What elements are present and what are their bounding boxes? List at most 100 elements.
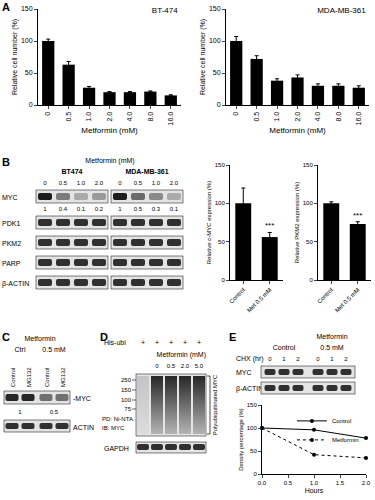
svg-text:0.5: 0.5 [284, 480, 293, 486]
svg-text:0.5 mM: 0.5 mM [320, 344, 344, 351]
svg-text:ACTIN: ACTIN [73, 424, 94, 431]
svg-text:0: 0 [221, 277, 225, 283]
svg-text:100: 100 [121, 397, 132, 403]
svg-text:Control: Control [228, 287, 246, 305]
svg-text:His-ubi: His-ubi [104, 339, 126, 346]
svg-text:2: 2 [296, 356, 300, 362]
svg-text:PD: Ni-NTA: PD: Ni-NTA [102, 416, 133, 422]
svg-text:Control: Control [332, 418, 351, 424]
svg-text:+: + [183, 339, 187, 346]
svg-text:2.0: 2.0 [181, 363, 190, 369]
svg-text:0.1: 0.1 [170, 206, 179, 212]
svg-text:Metformin (mM): Metformin (mM) [85, 157, 134, 165]
svg-text:0.5: 0.5 [50, 409, 59, 415]
svg-text:16.0: 16.0 [167, 112, 174, 126]
svg-text:0: 0 [217, 101, 221, 108]
svg-text:100: 100 [21, 37, 33, 44]
svg-text:Ctrl: Ctrl [15, 346, 26, 353]
svg-text:***: *** [265, 221, 274, 230]
svg-text:1.5: 1.5 [336, 480, 345, 486]
svg-text:0.5: 0.5 [253, 112, 260, 122]
svg-text:150: 150 [303, 162, 314, 168]
svg-text:Metformin: Metformin [24, 335, 55, 342]
svg-text:Met 0.5 mM: Met 0.5 mM [334, 287, 361, 314]
svg-text:BT-474: BT-474 [152, 6, 178, 15]
svg-text:50: 50 [250, 448, 257, 454]
svg-text:PARP: PARP [2, 260, 21, 267]
svg-text:2.0: 2.0 [294, 112, 301, 122]
svg-text:8.0: 8.0 [335, 112, 342, 122]
svg-text:100: 100 [215, 200, 226, 206]
svg-text:-MYC: -MYC [73, 395, 91, 402]
svg-text:1.0: 1.0 [273, 112, 280, 122]
svg-text:Control: Control [316, 287, 334, 305]
svg-text:Density percentage (%): Density percentage (%) [238, 408, 244, 471]
svg-text:Control: Control [273, 344, 296, 351]
svg-text:BT474: BT474 [61, 168, 82, 175]
svg-text:Relative PKM2 expression (%): Relative PKM2 expression (%) [294, 182, 300, 263]
svg-text:Metformin (mM): Metformin (mM) [157, 351, 206, 359]
svg-text:0.5: 0.5 [65, 112, 72, 122]
svg-text:1: 1 [282, 356, 286, 362]
svg-text:0: 0 [316, 356, 320, 362]
svg-text:150: 150 [209, 5, 221, 12]
svg-text:0.5: 0.5 [134, 180, 143, 186]
svg-text:1.0: 1.0 [77, 180, 86, 186]
svg-text:8.0: 8.0 [147, 112, 154, 122]
svg-text:MDA-MB-361: MDA-MB-361 [317, 6, 366, 15]
svg-text:0.5: 0.5 [134, 206, 143, 212]
svg-text:A: A [2, 1, 10, 13]
svg-text:E: E [229, 331, 236, 343]
svg-text:0: 0 [268, 356, 272, 362]
svg-text:1.0: 1.0 [152, 180, 161, 186]
svg-text:1: 1 [118, 206, 122, 212]
svg-text:0.5: 0.5 [59, 180, 68, 186]
svg-text:16.0: 16.0 [355, 112, 362, 126]
svg-text:150: 150 [121, 387, 132, 393]
svg-text:***: *** [353, 211, 362, 220]
svg-text:75: 75 [124, 406, 131, 412]
svg-text:100: 100 [303, 200, 314, 206]
svg-text:PDK1: PDK1 [2, 220, 20, 227]
svg-text:IB: MYC: IB: MYC [102, 425, 125, 431]
svg-text:CHX (hr): CHX (hr) [236, 355, 264, 363]
svg-text:0: 0 [118, 180, 122, 186]
svg-text:2: 2 [344, 356, 348, 362]
svg-text:Met 0.5 mM: Met 0.5 mM [246, 287, 273, 314]
svg-text:0.2: 0.2 [95, 206, 104, 212]
svg-text:PKM2: PKM2 [2, 240, 21, 247]
svg-text:50: 50 [306, 239, 313, 245]
svg-text:50: 50 [25, 69, 33, 76]
svg-text:50: 50 [218, 239, 225, 245]
svg-text:β-ACTIN: β-ACTIN [236, 385, 263, 393]
svg-text:+: + [155, 339, 159, 346]
svg-text:100: 100 [209, 37, 221, 44]
svg-text:150: 150 [21, 5, 33, 12]
svg-text:MG132: MG132 [26, 367, 32, 387]
svg-text:Control: Control [10, 368, 16, 387]
svg-text:B: B [2, 156, 10, 168]
svg-text:0.1: 0.1 [77, 206, 86, 212]
svg-text:Relative cell number (%): Relative cell number (%) [11, 19, 19, 95]
svg-text:Polyubiquitinated MYC: Polyubiquitinated MYC [212, 374, 218, 435]
svg-text:2.0: 2.0 [106, 112, 113, 122]
svg-text:Metformin: Metformin [332, 437, 359, 443]
svg-text:250: 250 [121, 377, 132, 383]
svg-text:2.0: 2.0 [362, 480, 371, 486]
svg-text:1.0: 1.0 [85, 112, 92, 122]
svg-text:β-ACTIN: β-ACTIN [2, 280, 29, 288]
svg-text:0.3: 0.3 [152, 206, 161, 212]
svg-text:0.4: 0.4 [59, 206, 68, 212]
svg-text:1: 1 [18, 409, 22, 415]
svg-text:+: + [169, 339, 173, 346]
svg-text:150: 150 [215, 162, 226, 168]
svg-text:100: 100 [247, 425, 258, 431]
svg-text:2.0: 2.0 [95, 180, 104, 186]
svg-text:0: 0 [43, 180, 47, 186]
svg-text:2.0: 2.0 [170, 180, 179, 186]
svg-text:0: 0 [232, 112, 239, 116]
svg-text:Hours: Hours [305, 487, 324, 494]
svg-text:Metformin: Metformin [316, 333, 347, 340]
svg-text:Control: Control [44, 368, 50, 387]
svg-text:Metformin (mM): Metformin (mM) [269, 126, 326, 135]
